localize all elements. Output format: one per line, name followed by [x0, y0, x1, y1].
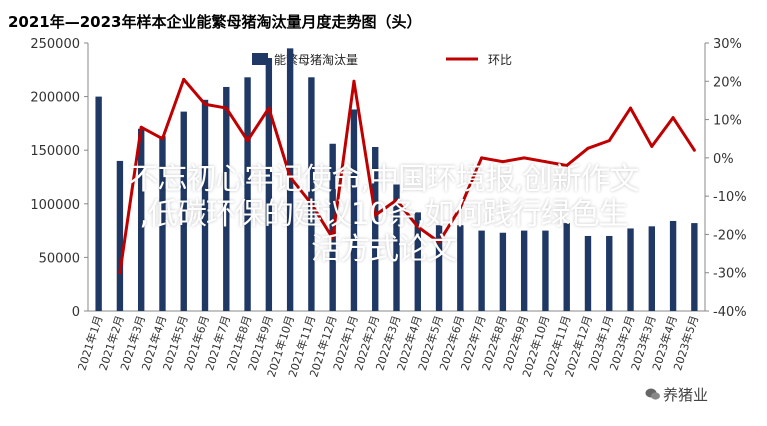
bar: [669, 220, 677, 311]
bar: [414, 212, 421, 311]
y-left-tick-label: 150000: [30, 144, 80, 159]
line-point: [331, 236, 335, 240]
line-point: [650, 144, 654, 148]
line-point: [288, 175, 292, 179]
line-point: [246, 139, 250, 143]
bar: [478, 230, 485, 311]
line-point: [501, 160, 505, 164]
line-point: [267, 106, 271, 110]
y-left-tick-label: 200000: [30, 91, 80, 106]
line-point: [416, 225, 420, 229]
line-point: [139, 125, 143, 129]
line-point: [629, 106, 633, 110]
line-point: [352, 79, 356, 83]
y-right-tick-label: 0%: [713, 152, 734, 167]
line-point: [480, 156, 484, 160]
bar: [180, 111, 187, 311]
chart-title: 2021年—2023年样本企业能繁母猪淘汰量月度走势图（头）: [8, 13, 422, 31]
line-point: [586, 146, 590, 150]
bar: [542, 230, 549, 311]
bar: [308, 77, 315, 311]
line-point: [118, 271, 122, 275]
y-right-tick-label: 30%: [713, 37, 742, 52]
bar: [265, 58, 273, 312]
legend-line-label: 环比: [488, 53, 512, 67]
y-left-tick-label: 250000: [30, 37, 80, 52]
wechat-icon: [645, 388, 660, 400]
bar: [159, 136, 166, 311]
y-left-tick-label: 100000: [30, 198, 80, 213]
line-point: [182, 77, 186, 81]
line-point: [565, 164, 569, 168]
bar: [499, 232, 507, 311]
line-point: [522, 156, 526, 160]
bar: [372, 146, 379, 311]
bar: [520, 230, 528, 311]
y-left-tick-label: 0: [72, 305, 80, 320]
y-left-tick-label: 50000: [39, 251, 80, 266]
bar: [563, 223, 570, 311]
series-line: [118, 77, 696, 273]
bar: [223, 86, 230, 312]
line-point: [671, 116, 675, 120]
y-right-tick-label: -10%: [713, 190, 747, 205]
y-right-tick-label: 10%: [713, 114, 742, 129]
line-point: [373, 213, 377, 217]
y-right-tick-label: -30%: [713, 267, 747, 282]
y-right-tick-label: -20%: [713, 228, 747, 243]
line-group: [118, 77, 696, 275]
bar: [244, 77, 251, 311]
line-point: [203, 102, 207, 106]
bar: [137, 128, 145, 311]
bar: [627, 228, 634, 311]
y-right-tick-label: -40%: [713, 305, 747, 320]
overlay-text-line-1: 不忘初心牢记使命,中国环境报,创新作文: [128, 162, 639, 197]
line-point: [458, 206, 462, 210]
bar: [435, 225, 443, 311]
legend-bar-swatch: [252, 53, 268, 65]
line-point: [437, 240, 441, 244]
line-point: [309, 202, 313, 206]
line-point: [607, 139, 611, 143]
overlay-text-line-3: 活方式论文: [311, 232, 457, 267]
bar: [286, 48, 294, 312]
line-point: [224, 106, 228, 110]
bar: [393, 184, 400, 311]
bar: [350, 109, 358, 312]
bar: [648, 226, 656, 311]
bar: [201, 99, 209, 311]
line-point: [160, 137, 164, 141]
bar: [116, 160, 124, 311]
x-tick-labels: 2021年1月2021年2月2021年3月2021年4月2021年5月2021年…: [75, 314, 702, 379]
watermark: 养猪业: [663, 386, 709, 404]
y-right-tick-label: 20%: [713, 75, 742, 90]
bar: [606, 235, 613, 311]
chart-legend: 能繁母猪淘汰量 环比: [252, 52, 512, 67]
line-point: [692, 148, 696, 152]
bar: [95, 96, 102, 311]
line-point: [543, 160, 547, 164]
bar: [584, 235, 592, 311]
bar: [457, 225, 464, 311]
overlay-text-line-2: ,低碳环保的建议10条,如何践行绿色生: [139, 197, 628, 232]
bar: [691, 223, 698, 311]
line-point: [395, 198, 398, 202]
legend-bar-label: 能繁母猪淘汰量: [274, 52, 358, 67]
